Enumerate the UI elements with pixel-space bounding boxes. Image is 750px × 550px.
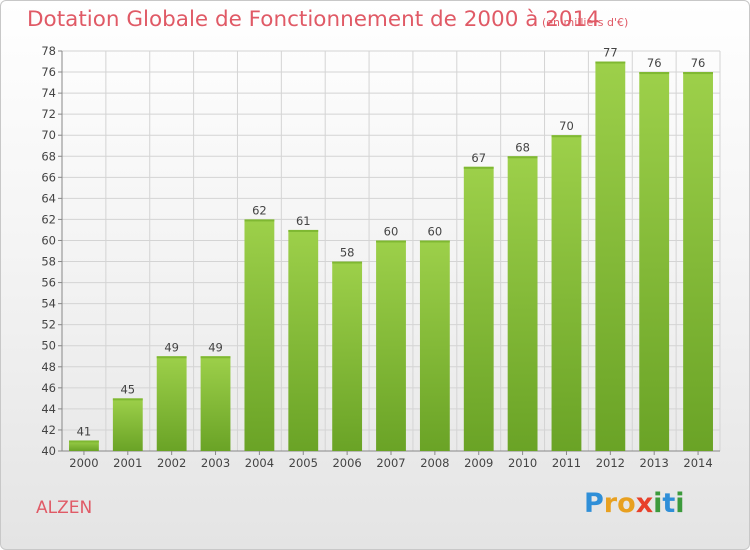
logo-letter: i [675, 488, 685, 519]
town-name: ALZEN [36, 498, 93, 518]
x-tick-label: 2002 [157, 456, 186, 470]
data-label: 41 [77, 424, 92, 438]
bar-2005 [288, 229, 319, 451]
data-label: 76 [647, 56, 662, 70]
data-label: 67 [471, 151, 486, 165]
bar-2010 [507, 156, 538, 451]
bar-2014 [683, 72, 713, 451]
bar-top-edge [551, 135, 582, 138]
chart-unit: (en milliers d'€) [542, 16, 629, 29]
x-tick-label: 2001 [113, 456, 142, 470]
logo-letter: P [584, 488, 604, 519]
bar-top-edge [639, 72, 670, 75]
bar-top-edge [244, 219, 275, 222]
data-labels: 41 45 49 49 62 61 58 60 60 67 68 70 77 76 76 [77, 46, 706, 439]
data-label: 70 [559, 119, 574, 133]
bar-2009 [463, 166, 494, 451]
bar-top-edge [288, 229, 319, 232]
y-tick-label: 54 [41, 297, 56, 311]
bar-2013 [639, 72, 670, 451]
bar-2004 [244, 219, 275, 451]
x-tick-label: 2005 [289, 456, 318, 470]
data-label: 60 [384, 224, 399, 238]
bar-top-edge [200, 356, 231, 359]
data-label: 76 [691, 56, 706, 70]
y-tick-label: 68 [41, 149, 56, 163]
y-tick-label: 44 [41, 402, 56, 416]
logo-letter: t [662, 488, 676, 519]
y-tick-label: 42 [41, 423, 56, 437]
data-label: 58 [340, 246, 355, 260]
logo-letter: i [653, 488, 663, 519]
bar-top-edge [376, 240, 406, 243]
y-tick-label: 56 [41, 276, 56, 290]
y-tick-label: 72 [41, 107, 56, 121]
y-tick-label: 62 [41, 212, 56, 226]
data-label: 68 [515, 140, 530, 154]
bar-2001 [112, 398, 143, 451]
bar-2006 [332, 261, 363, 451]
x-tick-label: 2000 [69, 456, 98, 470]
y-tick-label: 70 [41, 128, 56, 142]
data-label: 49 [208, 340, 223, 354]
x-tick-label: 2011 [552, 456, 581, 470]
logo-letter: r [603, 488, 618, 519]
bar-top-edge [595, 61, 626, 64]
y-tick-label: 78 [41, 44, 56, 58]
bar-2000 [69, 440, 99, 451]
logo-letter: x [635, 488, 654, 519]
y-tick-label: 76 [41, 65, 56, 79]
y-tick-label: 64 [41, 191, 56, 205]
x-tick-label: 2014 [683, 456, 712, 470]
bar-top-edge [156, 356, 187, 359]
x-tick-label: 2004 [245, 456, 274, 470]
bar-2012 [595, 61, 626, 452]
bar-2003 [200, 356, 231, 451]
proxiti-logo: Proxiti [584, 488, 685, 519]
y-tick-label: 50 [41, 339, 56, 353]
y-axis-ticks: 40 42 44 46 48 50 52 54 56 58 60 62 64 66 68 70 72 74 76 78 [41, 44, 62, 458]
y-tick-label: 58 [41, 255, 56, 269]
x-axis-ticks: 2000 2001 2002 2003 2004 2005 2006 2007 2008 2009… [69, 451, 713, 470]
data-label: 49 [164, 340, 179, 354]
bar-top-edge [419, 240, 450, 243]
bar-2008 [419, 240, 450, 451]
x-tick-label: 2009 [464, 456, 493, 470]
data-label: 45 [120, 382, 135, 396]
x-tick-label: 2006 [332, 456, 361, 470]
bar-top-edge [507, 156, 538, 159]
bar-top-edge [112, 398, 143, 401]
bar-top-edge [69, 440, 99, 443]
x-tick-label: 2013 [640, 456, 669, 470]
bar-top-edge [683, 72, 713, 75]
x-tick-label: 2012 [596, 456, 625, 470]
data-label: 60 [428, 224, 443, 238]
data-label: 77 [603, 46, 618, 60]
bar-2007 [376, 240, 406, 451]
bar-top-edge [332, 261, 363, 264]
y-tick-label: 74 [41, 86, 56, 100]
bars [69, 61, 713, 452]
bar-2002 [156, 356, 187, 451]
data-label: 62 [252, 203, 267, 217]
x-tick-label: 2010 [508, 456, 537, 470]
x-tick-label: 2007 [376, 456, 405, 470]
chart-title: Dotation Globale de Fonctionnement de 20… [27, 7, 600, 32]
logo-letter: o [617, 488, 636, 519]
y-tick-label: 46 [41, 381, 56, 395]
y-tick-label: 52 [41, 318, 56, 332]
x-tick-label: 2003 [201, 456, 230, 470]
y-tick-label: 40 [41, 444, 56, 458]
x-tick-label: 2008 [420, 456, 449, 470]
y-tick-label: 60 [41, 233, 56, 247]
bar-2011 [551, 135, 582, 452]
bar-top-edge [463, 166, 494, 169]
y-tick-label: 48 [41, 360, 56, 374]
data-label: 61 [296, 214, 311, 228]
y-tick-label: 66 [41, 170, 56, 184]
